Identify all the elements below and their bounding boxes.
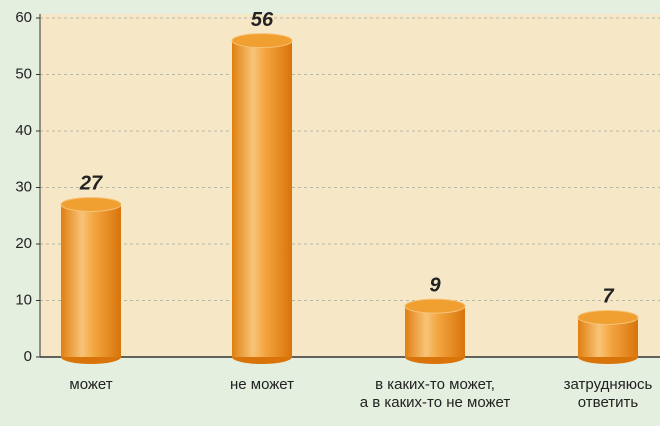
cylinder-top: [577, 309, 639, 325]
bar: [232, 40, 292, 357]
y-tick-label: 40: [15, 122, 32, 139]
cylinder-top: [60, 196, 122, 212]
bar: [405, 306, 465, 357]
y-tick-label: 50: [15, 65, 32, 82]
x-tick-label: не может: [229, 376, 295, 393]
y-tick-label: 0: [24, 348, 32, 365]
x-tick-label: в каких-то может, а в каких-то не может: [359, 376, 511, 411]
y-tick-label: 30: [15, 178, 32, 195]
plot-area: [40, 14, 660, 357]
value-label: 27: [79, 173, 103, 195]
bar: [61, 204, 121, 357]
y-tick-label: 60: [15, 9, 32, 26]
x-tick-label: может: [69, 376, 113, 393]
cylinder-top: [231, 33, 293, 49]
y-tick-label: 20: [15, 235, 32, 252]
y-tick-label: 10: [15, 291, 32, 308]
x-tick-label: затрудняюсь ответить: [563, 376, 653, 411]
cylinder-top: [404, 298, 466, 314]
value-label: 7: [602, 286, 614, 308]
value-label: 56: [251, 9, 274, 31]
value-label: 9: [429, 274, 441, 296]
